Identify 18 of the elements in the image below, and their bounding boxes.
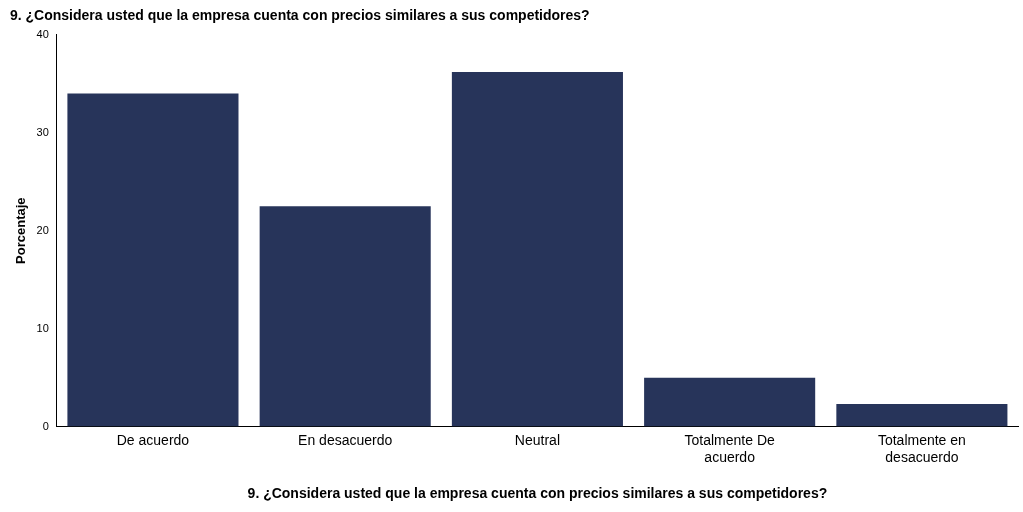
x-tick-label: Totalmente De acuerdo xyxy=(684,431,775,465)
bar xyxy=(451,72,623,427)
y-tick-label: 40 xyxy=(36,27,49,40)
x-tick-label: Neutral xyxy=(514,431,560,448)
chart-title: 9. ¿Considera usted que la empresa cuenta con precios similares a sus competidores? xyxy=(10,7,590,24)
y-tick-label: 30 xyxy=(36,125,49,138)
y-tick-label: 20 xyxy=(36,223,49,236)
y-axis-title: Porcentaje xyxy=(13,197,29,264)
bar xyxy=(836,404,1008,427)
x-tick-label: De acuerdo xyxy=(116,431,190,448)
x-tick-label: Totalmente en desacuerdo xyxy=(877,431,966,465)
bar xyxy=(67,93,239,427)
x-axis-title: 9. ¿Considera usted que la empresa cuenta con precios similares a sus competidores? xyxy=(247,485,828,502)
y-tick-label: 10 xyxy=(36,321,49,334)
x-tick-label: En desacuerdo xyxy=(298,431,393,448)
bar xyxy=(644,377,816,427)
bar xyxy=(259,206,431,427)
y-tick-label: 0 xyxy=(42,419,49,432)
